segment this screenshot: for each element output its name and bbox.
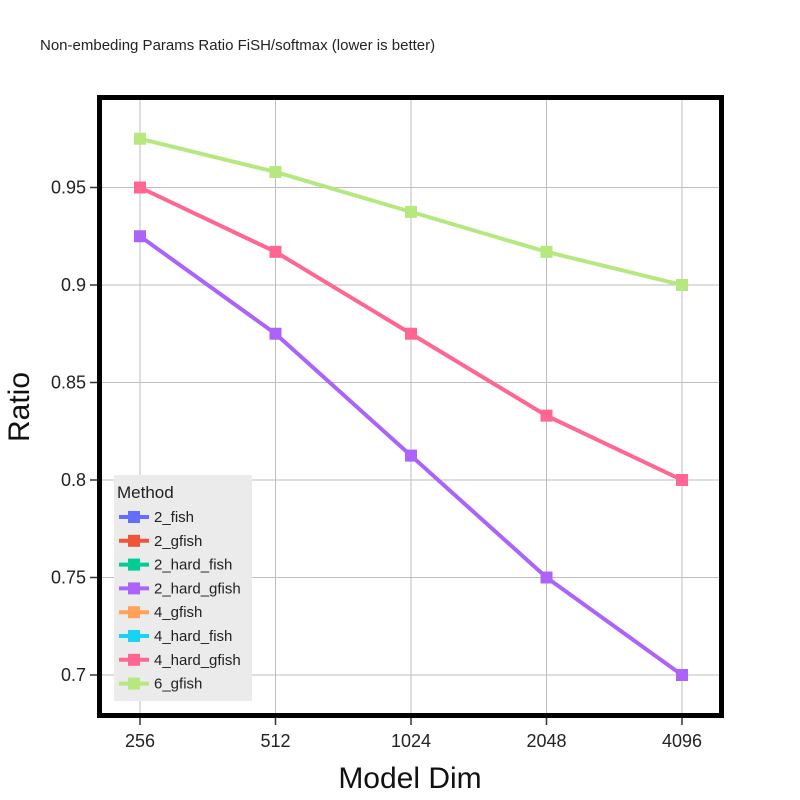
y-tick-label: 0.7 — [61, 665, 86, 685]
y-tick-label: 0.9 — [61, 275, 86, 295]
legend-item: 4_hard_fish — [119, 628, 232, 645]
legend-item: 4_gfish — [119, 604, 202, 621]
data-point — [405, 327, 417, 340]
data-point — [540, 571, 553, 584]
data-point — [405, 449, 417, 462]
y-tick-label: 0.95 — [51, 178, 86, 198]
legend-label: 4_hard_fish — [154, 628, 232, 645]
data-point — [540, 409, 553, 422]
legend-items: 2_fish 2_gfish 2_hard_fish 2_hard_gfish 4_gf… — [119, 509, 241, 693]
y-axis-title: Ratio — [3, 372, 36, 442]
legend-label: 2_hard_gfish — [154, 580, 241, 597]
x-tick-label: 256 — [125, 731, 155, 751]
legend-swatch-marker — [128, 511, 140, 523]
legend-title: Method — [117, 483, 174, 502]
chart-title: Non-embeding Params Ratio FiSH/softmax (… — [40, 37, 435, 54]
legend-label: 6_gfish — [154, 676, 202, 693]
x-axis-title: Model Dim — [338, 762, 481, 795]
x-tick-label: 4096 — [662, 731, 702, 751]
series-4_hard_gfish — [134, 181, 688, 486]
legend-item: 2_gfish — [119, 533, 202, 550]
legend: Method 2_fish 2_gfish 2_hard_fish 2_hard_gf… — [114, 475, 252, 701]
legend-swatch-marker — [128, 582, 140, 595]
x-axis-ticks: 256 512 1024 2048 4096 — [125, 718, 702, 751]
data-point — [676, 669, 688, 681]
y-tick-label: 0.8 — [61, 470, 86, 490]
y-axis-ticks: 0.7 0.75 0.8 0.85 0.9 0.95 — [51, 178, 97, 685]
legend-item: 6_gfish — [119, 676, 202, 693]
series-6_gfish — [134, 132, 688, 291]
legend-label: 2_hard_fish — [154, 557, 232, 574]
legend-label: 4_hard_gfish — [154, 652, 241, 669]
x-tick-label: 2048 — [526, 731, 566, 751]
data-point — [269, 245, 282, 258]
plot-frame — [97, 95, 724, 718]
x-tick-label: 512 — [260, 731, 290, 751]
legend-swatch-marker — [128, 606, 140, 619]
legend-label: 4_gfish — [154, 604, 202, 621]
legend-swatch-marker — [128, 653, 140, 666]
data-point — [405, 205, 417, 218]
data-point — [134, 181, 146, 194]
y-tick-label: 0.85 — [51, 373, 86, 393]
data-point — [676, 474, 688, 486]
legend-label: 2_fish — [154, 509, 194, 526]
legend-swatch-marker — [128, 677, 140, 690]
legend-label: 2_gfish — [154, 533, 202, 550]
data-point — [676, 279, 688, 291]
legend-item: 4_hard_gfish — [119, 652, 241, 669]
data-point — [540, 245, 553, 258]
data-point — [269, 327, 282, 340]
legend-item: 2_hard_fish — [119, 557, 232, 574]
legend-swatch-marker — [128, 630, 140, 642]
legend-item: 2_hard_gfish — [119, 580, 241, 597]
legend-item: 2_fish — [119, 509, 194, 526]
series-2_hard_gfish — [134, 230, 688, 681]
data-point — [269, 165, 282, 178]
legend-swatch-marker — [128, 534, 140, 547]
data-point — [134, 132, 146, 145]
y-tick-label: 0.75 — [51, 568, 86, 588]
series-layer — [134, 132, 688, 681]
x-tick-label: 1024 — [391, 731, 431, 751]
legend-swatch-marker — [128, 558, 140, 571]
data-point — [134, 230, 146, 243]
